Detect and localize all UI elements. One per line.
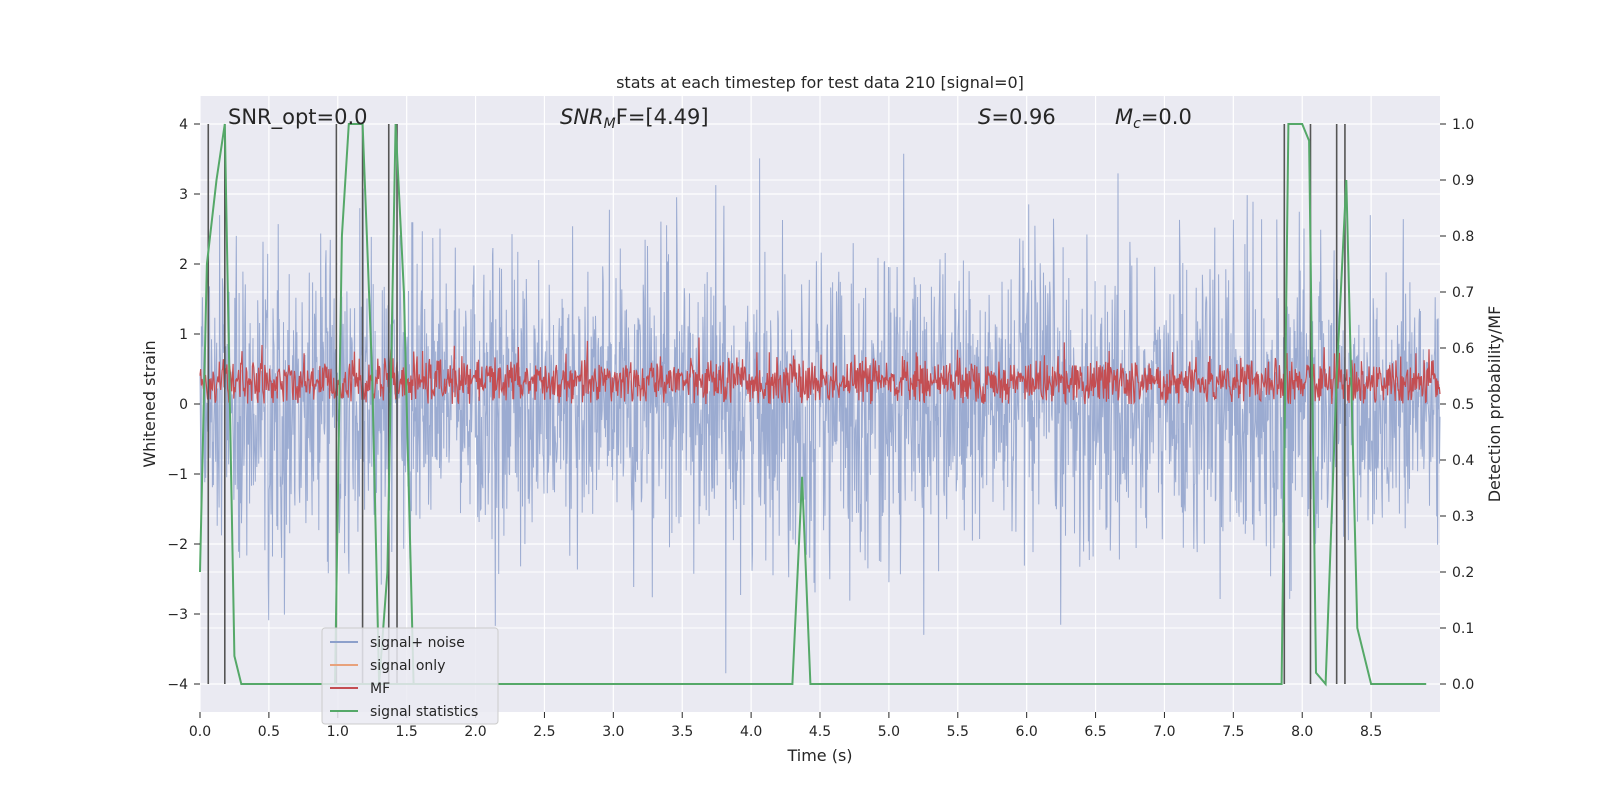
x-axis-ticks: 0.0 0.5 1.0 1.5 2.0 2.5 3.0 3.5 4.0 4.5 5.0 5.5 6.0 6… xyxy=(189,712,1382,740)
x-tick-label: 7.5 xyxy=(1222,724,1244,740)
y-right-tick-label: 0.0 xyxy=(1452,677,1474,693)
annotation-mc: Mc=0.0 xyxy=(1115,105,1192,132)
y-tick-label: 0 xyxy=(179,397,188,413)
series-signal-statistics xyxy=(199,123,1427,687)
y-right-tick-label: 0.3 xyxy=(1452,509,1474,525)
legend-label-stats: signal statistics xyxy=(370,704,478,720)
chart-title: stats at each timestep for test data 210… xyxy=(616,73,1024,92)
x-tick-label: 1.5 xyxy=(396,724,418,740)
x-tick-label: 6.0 xyxy=(1016,724,1038,740)
x-tick-label: 2.5 xyxy=(533,724,555,740)
y-right-tick-label: 0.5 xyxy=(1452,397,1474,413)
y-tick-label: 3 xyxy=(179,187,188,203)
legend-label-signal-only: signal only xyxy=(370,658,445,674)
y-right-tick-label: 0.6 xyxy=(1452,341,1474,357)
y-tick-label: −1 xyxy=(167,467,188,483)
series-signal-noise xyxy=(199,153,1441,674)
legend-box xyxy=(321,627,499,725)
x-axis-label: Time (s) xyxy=(786,746,852,765)
x-tick-label: 5.5 xyxy=(947,724,969,740)
legend-label-mf: MF xyxy=(370,681,390,697)
noise-line xyxy=(199,153,1441,674)
y-axis-ticks: −4 −3 −2 −1 0 1 2 3 4 xyxy=(167,117,200,693)
x-tick-label: 1.0 xyxy=(327,724,349,740)
y-tick-label: −3 xyxy=(167,607,188,623)
y-tick-label: −4 xyxy=(167,677,188,693)
x-tick-label: 2.0 xyxy=(464,724,486,740)
y-right-tick-label: 0.8 xyxy=(1452,229,1474,245)
x-tick-label: 6.5 xyxy=(1084,724,1106,740)
annotation-snr-mf: SNRMF=[4.49] xyxy=(560,105,709,132)
x-tick-label: 3.5 xyxy=(671,724,693,740)
y-right-tick-label: 0.1 xyxy=(1452,621,1474,637)
y-right-axis-ticks: 0.0 0.1 0.2 0.3 0.4 0.5 0.6 0.7 0.8 0.9 1.0 xyxy=(1440,117,1474,693)
x-tick-label: 8.5 xyxy=(1360,724,1382,740)
y-right-tick-label: 0.4 xyxy=(1452,453,1474,469)
legend: signal+ noise signal only MF signal stat… xyxy=(321,627,499,725)
signal-statistics-line xyxy=(199,123,1427,687)
x-tick-label: 4.5 xyxy=(809,724,831,740)
x-tick-label: 0.5 xyxy=(258,724,280,740)
x-tick-label: 5.0 xyxy=(878,724,900,740)
y-right-tick-label: 0.2 xyxy=(1452,565,1474,581)
x-tick-label: 4.0 xyxy=(740,724,762,740)
signal-statistics-segment xyxy=(334,123,415,685)
x-tick-label: 8.0 xyxy=(1291,724,1313,740)
x-tick-label: 3.0 xyxy=(602,724,624,740)
y-right-axis-label: Detection probability/MF xyxy=(1485,306,1504,503)
annotation-s: S=0.96 xyxy=(978,105,1056,129)
y-right-tick-label: 0.9 xyxy=(1452,173,1474,189)
y-right-tick-label: 0.7 xyxy=(1452,285,1474,301)
y-tick-label: 2 xyxy=(179,257,188,273)
y-tick-label: −2 xyxy=(167,537,188,553)
y-tick-label: 1 xyxy=(179,327,188,343)
x-tick-label: 0.0 xyxy=(189,724,211,740)
x-tick-label: 7.0 xyxy=(1153,724,1175,740)
y-axis-label: Whitened strain xyxy=(140,340,159,467)
legend-label-noise: signal+ noise xyxy=(370,635,465,651)
y-right-tick-label: 1.0 xyxy=(1452,117,1474,133)
y-tick-label: 4 xyxy=(179,117,188,133)
annotation-snr-opt: SNR_opt=0.0 xyxy=(228,105,368,130)
